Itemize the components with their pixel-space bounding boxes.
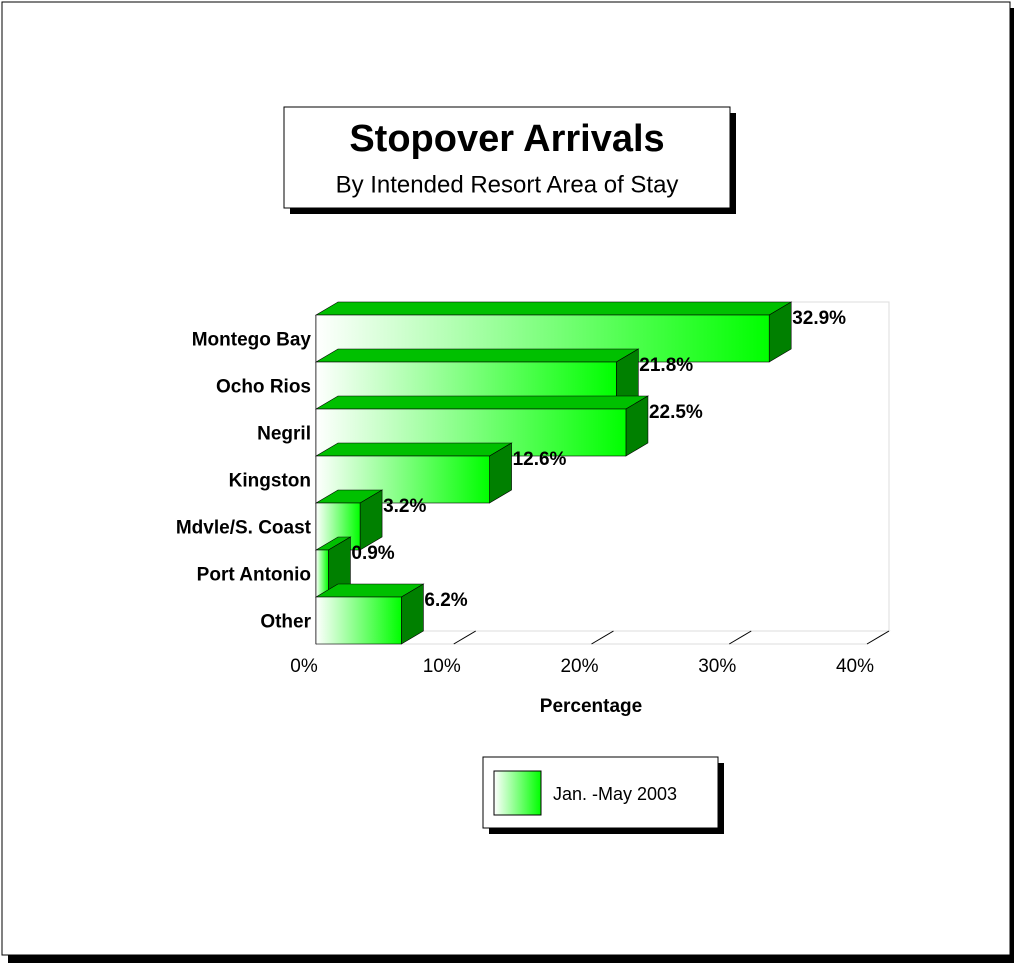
y-tick-label: Ocho Rios (216, 377, 311, 398)
bar-top (314, 442, 513, 457)
x-tick-label: 20% (560, 656, 598, 677)
value-label: 3.2% (383, 496, 426, 517)
y-tick-label: Negril (257, 424, 311, 445)
x-tick-label: 30% (698, 656, 736, 677)
bar (315, 596, 402, 645)
y-tick-label: Other (260, 612, 311, 633)
bar-top (314, 348, 640, 363)
chart-title: Stopover Arrivals (349, 118, 664, 160)
legend-label: Jan. -May 2003 (553, 784, 677, 804)
legend-swatch (493, 770, 542, 816)
bar-top (314, 395, 650, 410)
y-tick-label: Kingston (229, 471, 311, 492)
chart-subtitle: By Intended Resort Area of Stay (336, 171, 679, 198)
value-label: 21.8% (639, 355, 693, 376)
y-tick-label: Montego Bay (192, 330, 312, 351)
bar (315, 549, 329, 598)
x-tick-label: 40% (836, 656, 874, 677)
value-label: 12.6% (513, 449, 567, 470)
x-tick-label: 0% (290, 656, 318, 677)
x-axis-title: Percentage (540, 696, 642, 717)
x-tick (591, 630, 614, 645)
y-tick-label: Port Antonio (197, 565, 311, 586)
title-box (283, 106, 731, 209)
value-label: 6.2% (424, 590, 467, 611)
x-tick (453, 630, 477, 645)
x-tick-label: 10% (423, 656, 461, 677)
x-tick (866, 630, 890, 645)
y-tick-label: Mdvle/S. Coast (176, 518, 312, 539)
value-label: 22.5% (649, 402, 703, 423)
bar-top (314, 301, 793, 316)
value-label: 0.9% (351, 543, 394, 564)
x-tick (728, 630, 752, 645)
value-label: 32.9% (792, 308, 846, 329)
